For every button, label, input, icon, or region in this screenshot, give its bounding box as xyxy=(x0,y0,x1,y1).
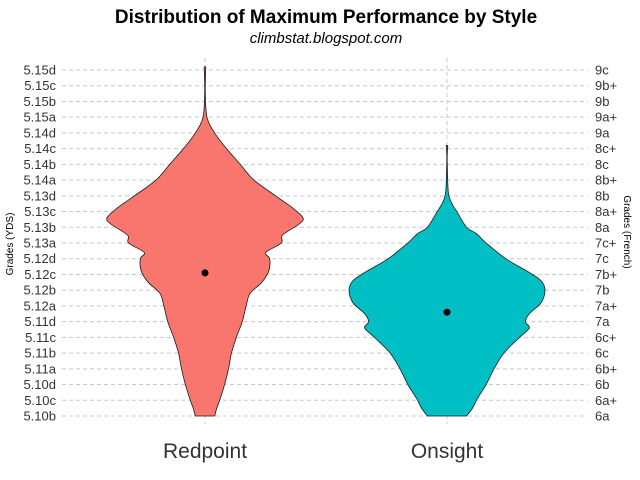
y-tick-left-14: 5.13d xyxy=(23,188,56,203)
y-tick-right-18: 9a xyxy=(595,125,610,140)
violin-redpoint xyxy=(106,66,304,417)
y-tick-left-2: 5.10d xyxy=(23,377,56,392)
y-tick-right-14: 8b xyxy=(595,188,609,203)
y-tick-left-18: 5.14d xyxy=(23,125,56,140)
y-tick-right-5: 6c+ xyxy=(595,330,616,345)
y-tick-left-10: 5.12d xyxy=(23,251,56,266)
y-tick-left-6: 5.11d xyxy=(24,314,56,329)
y-tick-left-0: 5.10b xyxy=(23,409,56,424)
y-tick-left-20: 5.15b xyxy=(23,94,56,109)
y-tick-right-15: 8b+ xyxy=(595,173,617,188)
y-tick-right-12: 8a xyxy=(595,220,610,235)
y-tick-right-10: 7c xyxy=(595,251,609,266)
y-axis-left-label: Grades (YDS) xyxy=(5,213,16,276)
x-tick-redpoint: Redpoint xyxy=(163,440,247,463)
y-tick-right-22: 9c xyxy=(595,63,609,78)
gridlines xyxy=(62,58,588,424)
y-tick-left-13: 5.13c xyxy=(24,204,56,219)
y-tick-left-11: 5.13a xyxy=(23,236,56,251)
x-axis-ticks: Redpoint Onsight xyxy=(163,440,483,463)
y-tick-right-1: 6a+ xyxy=(595,393,617,408)
y-tick-left-5: 5.11c xyxy=(25,330,56,345)
y-tick-right-13: 8a+ xyxy=(595,204,617,219)
y-tick-right-4: 6c xyxy=(595,346,609,361)
y-axis-right-ticks: 6a6a+6b6b+6c6c+7a7a+7b7b+7c7c+8a8a+8b8b+… xyxy=(595,63,617,424)
y-tick-right-21: 9b+ xyxy=(595,78,617,93)
y-tick-right-2: 6b xyxy=(595,377,609,392)
chart-title: Distribution of Maximum Performance by S… xyxy=(115,7,537,28)
y-tick-left-12: 5.13b xyxy=(23,220,56,235)
y-tick-left-17: 5.14c xyxy=(24,141,56,156)
y-axis-left-ticks: 5.10b5.10c5.10d5.11a5.11b5.11c5.11d5.12a… xyxy=(23,63,56,424)
median-point-onsight xyxy=(443,308,451,316)
y-tick-right-3: 6b+ xyxy=(595,361,617,376)
y-tick-right-8: 7b xyxy=(595,283,609,298)
y-tick-left-16: 5.14b xyxy=(23,157,56,172)
y-tick-left-15: 5.14a xyxy=(23,173,56,188)
violins xyxy=(106,66,546,417)
y-tick-left-19: 5.15a xyxy=(23,110,56,125)
y-tick-right-17: 8c+ xyxy=(595,141,616,156)
y-tick-left-8: 5.12b xyxy=(23,283,56,298)
median-point-redpoint xyxy=(201,269,209,277)
y-tick-right-9: 7b+ xyxy=(595,267,617,282)
y-axis-right-label: Grades (French) xyxy=(621,195,632,268)
y-tick-left-7: 5.12a xyxy=(23,298,56,313)
y-tick-right-19: 9a+ xyxy=(595,110,617,125)
y-tick-right-6: 7a xyxy=(595,314,610,329)
y-tick-right-20: 9b xyxy=(595,94,609,109)
y-tick-left-21: 5.15c xyxy=(24,78,56,93)
y-tick-left-22: 5.15d xyxy=(23,63,56,78)
x-tick-onsight: Onsight xyxy=(411,440,484,463)
y-tick-left-9: 5.12c xyxy=(24,267,56,282)
violin-onsight xyxy=(348,145,546,417)
y-tick-right-16: 8c xyxy=(595,157,609,172)
y-tick-left-1: 5.10c xyxy=(24,393,56,408)
y-tick-left-4: 5.11b xyxy=(24,346,56,361)
y-tick-right-0: 6a xyxy=(595,409,610,424)
y-tick-right-11: 7c+ xyxy=(595,236,616,251)
chart-subtitle: climbstat.blogspot.com xyxy=(250,30,403,47)
y-tick-left-3: 5.11a xyxy=(24,361,56,376)
y-tick-right-7: 7a+ xyxy=(595,298,617,313)
